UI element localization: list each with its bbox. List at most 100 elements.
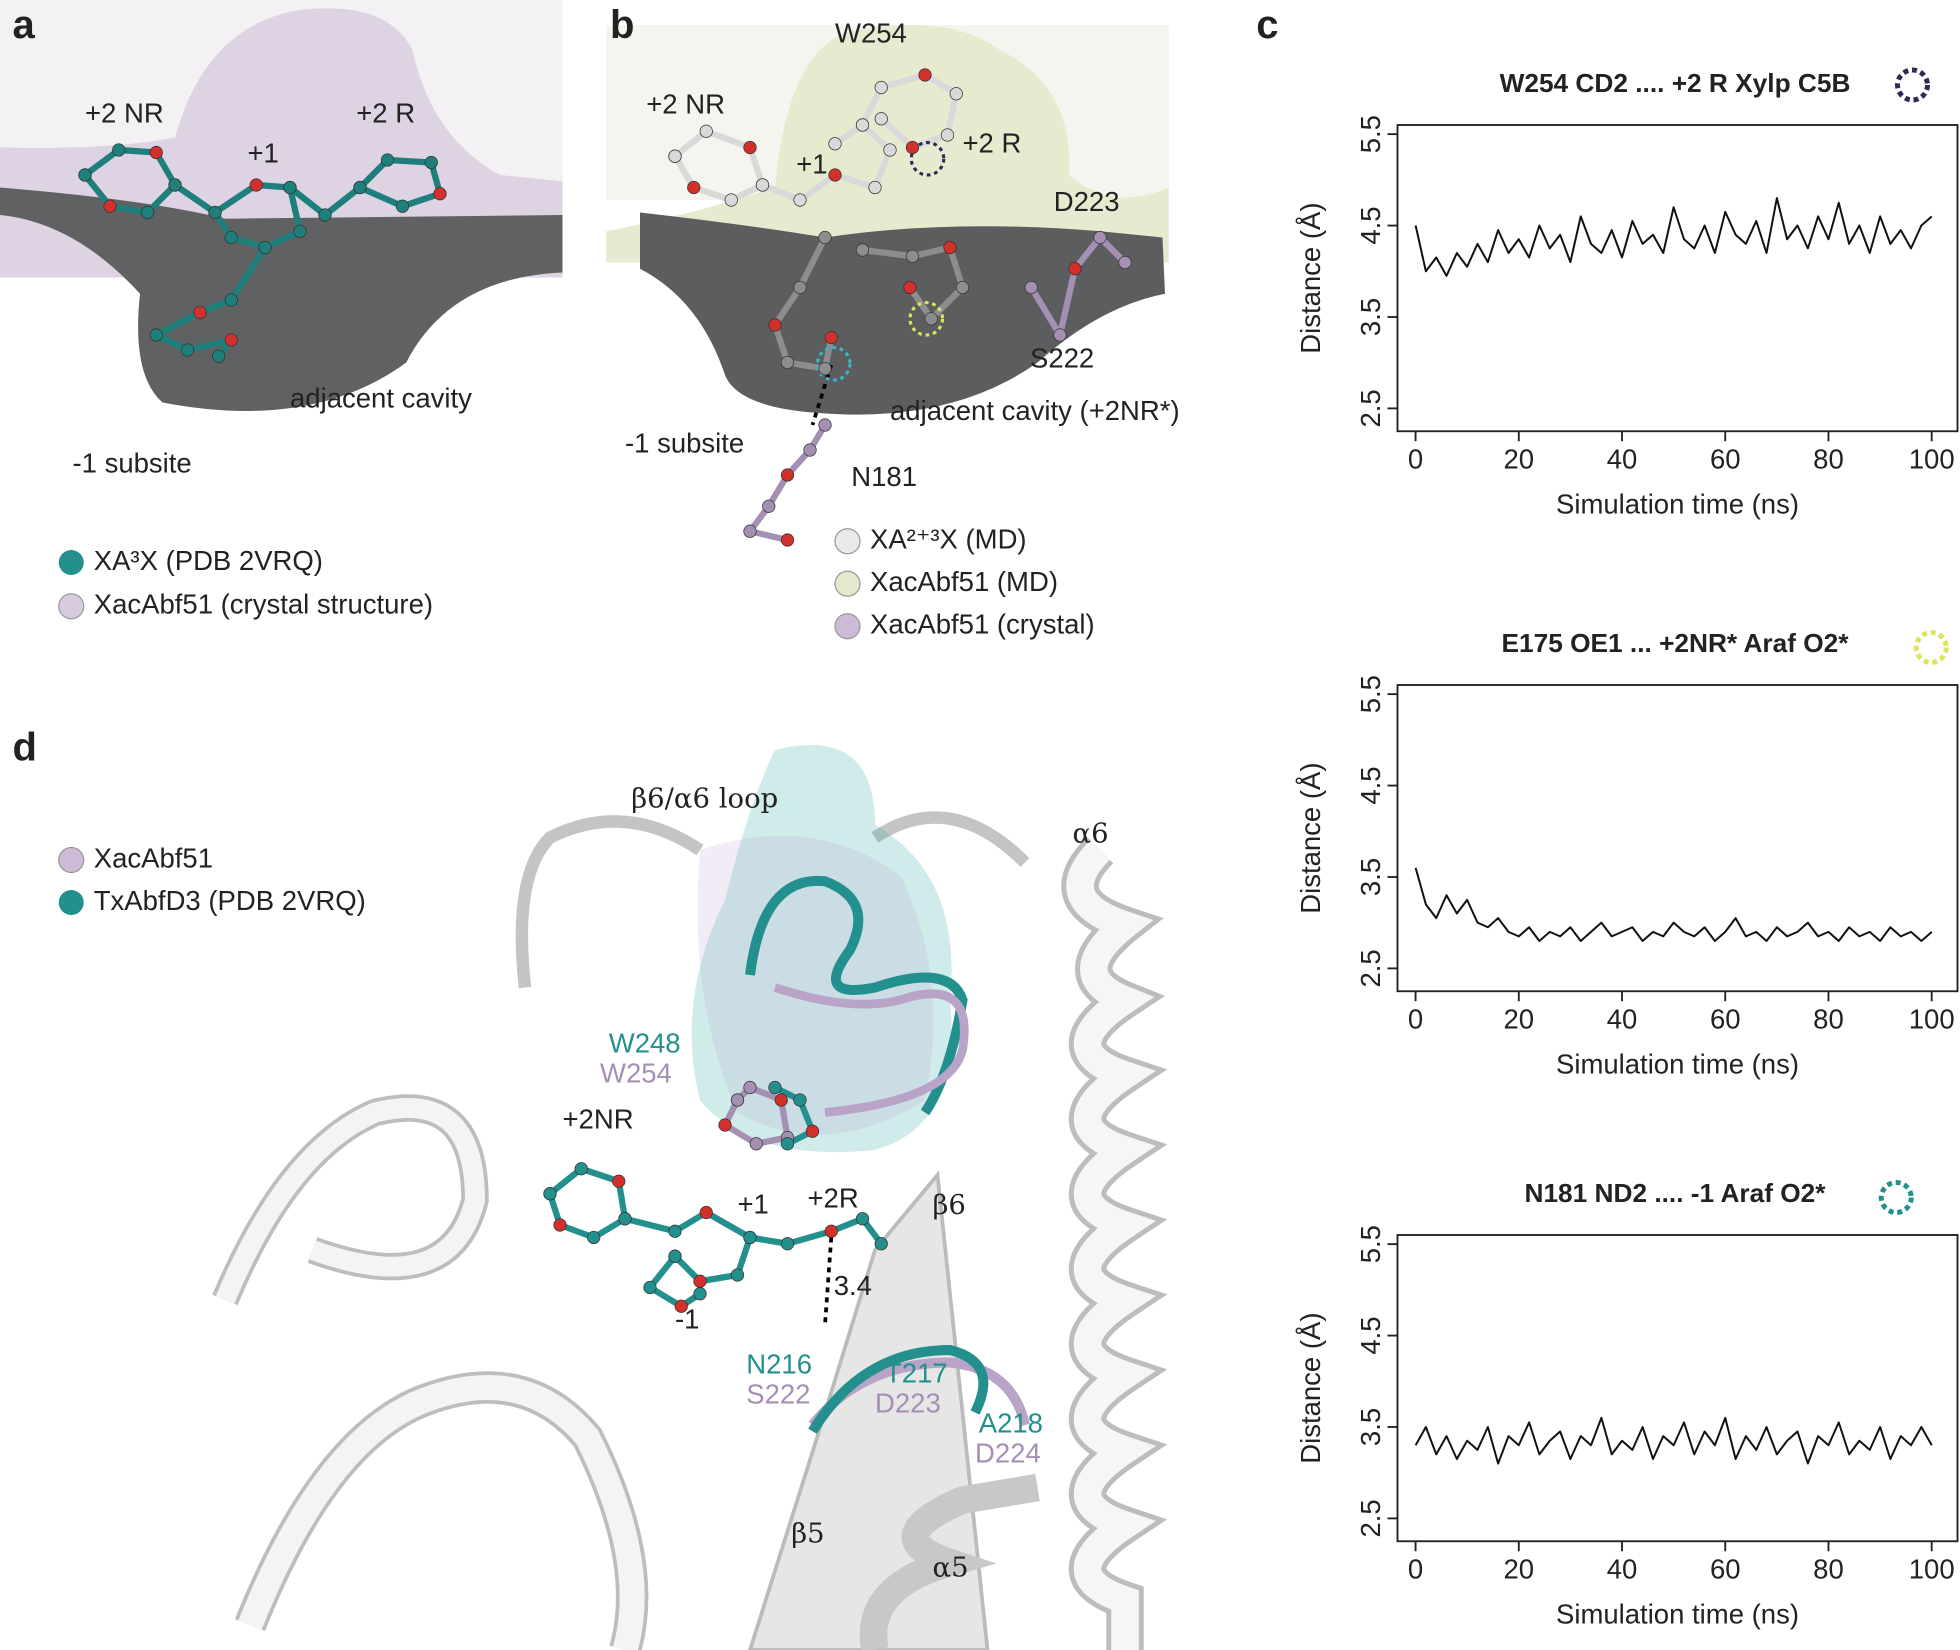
atom — [743, 1080, 757, 1095]
legend-marker — [58, 593, 85, 620]
legend-label: XA²⁺³X (MD) — [870, 524, 1027, 555]
atom — [1068, 262, 1082, 276]
atom — [855, 1212, 870, 1226]
structure-label: D224 — [975, 1437, 1041, 1468]
site-label: N181 — [851, 461, 917, 492]
structure-label: D223 — [875, 1387, 941, 1418]
structure-label: +2NR — [563, 1104, 634, 1135]
atom — [149, 328, 163, 342]
structure-label: A218 — [979, 1407, 1043, 1438]
atom — [793, 1093, 807, 1107]
atom — [780, 1137, 795, 1151]
atom — [749, 1137, 763, 1151]
atom — [668, 149, 682, 163]
data-line — [1414, 867, 1933, 942]
marker-circle — [815, 345, 852, 382]
structure-label: T217 — [885, 1357, 948, 1388]
atom — [905, 140, 920, 155]
structure-label: W254 — [600, 1057, 672, 1088]
atom — [855, 118, 870, 132]
atom — [955, 280, 970, 295]
legend-label: XacAbf51 — [94, 842, 213, 873]
legend-label: XA³X (PDB 2VRQ) — [94, 545, 323, 576]
helix — [859, 1473, 1040, 1650]
atom — [193, 305, 207, 320]
atom — [824, 330, 838, 345]
site-label: +1 — [796, 149, 827, 180]
residue — [746, 423, 828, 544]
atom — [112, 143, 126, 157]
atom — [318, 208, 332, 222]
x-tick-label: 0 — [1408, 444, 1423, 475]
atom — [687, 180, 701, 195]
atom — [743, 524, 757, 538]
atom — [699, 124, 713, 138]
chart-title: N181 ND2 .... -1 Araf O2* — [1524, 1178, 1826, 1208]
atom — [212, 349, 226, 363]
structure-label: N216 — [746, 1349, 812, 1380]
x-tick-label: 40 — [1607, 444, 1638, 475]
site-label: -1 subsite — [625, 427, 744, 458]
legend-marker — [834, 570, 861, 597]
atom — [868, 180, 882, 195]
ribbon — [238, 1375, 645, 1650]
ligand — [646, 1254, 702, 1310]
atom — [353, 180, 367, 195]
panel-d-art — [212, 745, 1168, 1650]
atom — [699, 1205, 713, 1220]
atom — [855, 243, 870, 257]
legend-label: TxAbfD3 (PDB 2VRQ) — [94, 885, 366, 916]
atom — [883, 143, 897, 157]
title-marker — [1878, 1180, 1914, 1215]
legend-label: XacAbf51 (MD) — [870, 566, 1058, 597]
y-tick-label: 2.5 — [1355, 389, 1386, 427]
atom — [668, 1224, 682, 1238]
cavity — [640, 212, 1165, 415]
atom — [918, 68, 932, 82]
atom — [618, 1212, 632, 1226]
x-tick-label: 100 — [1909, 1004, 1955, 1035]
ribbon — [215, 1098, 486, 1304]
marker-circle — [908, 300, 945, 337]
loop — [808, 1344, 989, 1434]
x-tick-label: 60 — [1710, 444, 1741, 475]
site-label: D223 — [1054, 186, 1120, 217]
x-tick-label: 80 — [1813, 1004, 1844, 1035]
panel-a-art — [0, 0, 563, 411]
site-label: S222 — [1030, 342, 1094, 373]
atom — [940, 128, 955, 142]
site-label: +2 R — [356, 97, 415, 128]
panel-label: a — [13, 3, 36, 47]
atom — [1053, 328, 1067, 342]
atom — [730, 1268, 745, 1282]
structure-label: +2R — [808, 1182, 859, 1213]
atom — [818, 418, 832, 432]
atom — [395, 199, 410, 213]
atom — [755, 178, 770, 192]
atom — [283, 180, 297, 195]
structure-label: β6 — [933, 1189, 966, 1221]
x-tick-label: 20 — [1503, 1004, 1534, 1035]
atom — [803, 443, 817, 457]
y-axis-label: Distance (Å) — [1295, 762, 1326, 913]
atom — [768, 1080, 782, 1095]
atom — [905, 249, 920, 263]
y-tick-label: 2.5 — [1355, 1499, 1386, 1537]
atom — [762, 499, 776, 513]
atom — [643, 1280, 657, 1295]
cavity — [0, 187, 563, 411]
atom — [818, 362, 832, 376]
atom — [587, 1230, 601, 1245]
x-axis-label: Simulation time (ns) — [1556, 1599, 1799, 1630]
structure-label: α6 — [1073, 818, 1109, 850]
atom — [1024, 280, 1038, 295]
title-marker — [1913, 630, 1949, 665]
atom — [78, 168, 92, 182]
atom — [874, 1237, 888, 1251]
site-label: adjacent cavity — [290, 382, 472, 413]
marker-circle — [909, 140, 946, 177]
site-label: -1 subsite — [73, 447, 192, 478]
ribbon — [515, 811, 1030, 989]
